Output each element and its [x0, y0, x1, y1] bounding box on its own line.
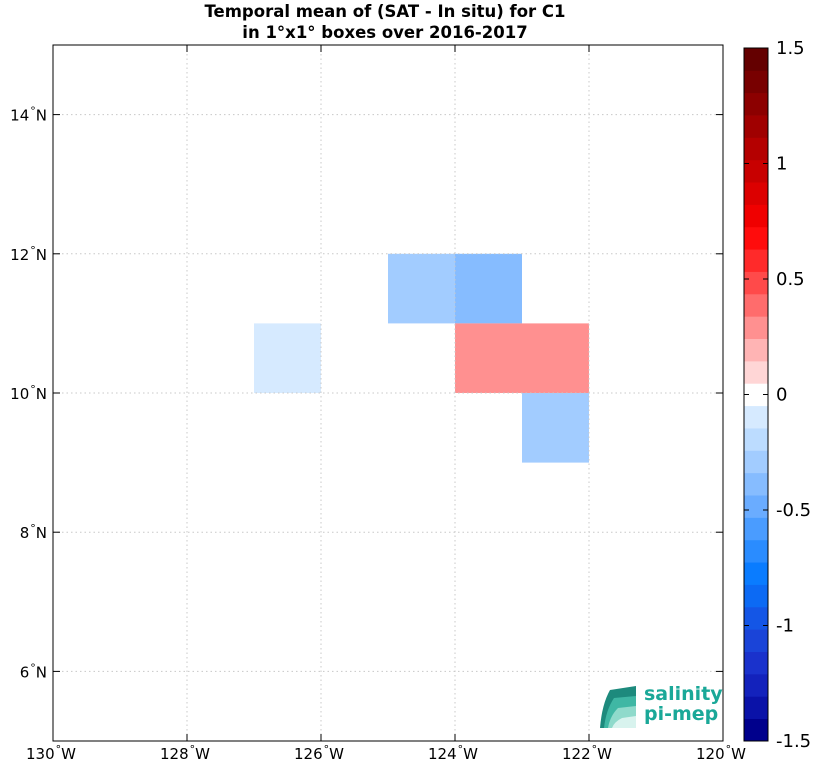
- data-cell-1: [455, 253, 522, 324]
- y-tick-label-4: 14°N: [10, 105, 47, 125]
- data-cell-4: [522, 323, 589, 393]
- x-tick-label-3: 124°W: [428, 743, 478, 763]
- x-tick-label-2: 126°W: [294, 743, 344, 763]
- colorbar-segment-19: [744, 293, 768, 317]
- colorbar-segment-15: [744, 383, 768, 407]
- colorbar-segment-16: [744, 360, 768, 384]
- data-cell-2: [254, 323, 321, 393]
- x-tick-label-0: 130°W: [26, 743, 76, 763]
- y-tick-label-3: 12°N: [10, 244, 47, 264]
- logo-line-1: salinity: [644, 683, 723, 705]
- wave-logo-icon: [600, 686, 636, 728]
- colorbar-tick-label-0: 1.5: [776, 38, 805, 59]
- colorbar-segment-30: [744, 48, 768, 71]
- colorbar-segment-24: [744, 182, 768, 205]
- colorbar-segment-10: [744, 495, 768, 518]
- colorbar-segment-4: [744, 629, 768, 652]
- colorbar-tick-label-1: 1: [776, 154, 787, 175]
- colorbar-segment-27: [744, 115, 768, 138]
- colorbar-segment-6: [744, 584, 768, 608]
- logo-line-2: pi-mep: [644, 703, 719, 725]
- colorbar-tick-label-2: 0.5: [776, 269, 805, 290]
- map-title: Temporal mean of (SAT - In situ) for C1 …: [0, 1, 770, 43]
- colorbar-segment-21: [744, 249, 768, 272]
- colorbar-segment-12: [744, 450, 768, 474]
- x-tick-label-5: 120°W: [696, 743, 746, 763]
- colorbar-segment-14: [744, 405, 768, 429]
- salinity-pimep-logo: salinity pi-mep: [596, 684, 726, 730]
- colorbar-segment-7: [744, 562, 768, 585]
- colorbar-segment-1: [744, 696, 768, 720]
- colorbar-segment-18: [744, 316, 768, 340]
- data-cell-5: [522, 393, 589, 463]
- colorbar-segment-23: [744, 204, 768, 228]
- data-cell-3: [455, 323, 522, 393]
- colorbar-segment-11: [744, 472, 768, 496]
- colorbar-segment-20: [744, 271, 768, 295]
- x-tick-label-1: 128°W: [160, 743, 210, 763]
- colorbar-segment-22: [744, 226, 768, 250]
- title-line-2: in 1°x1° boxes over 2016-2017: [242, 23, 528, 42]
- colorbar-tick-label-3: 0: [776, 385, 787, 406]
- colorbar-segment-8: [744, 539, 768, 563]
- colorbar-segment-13: [744, 428, 768, 451]
- y-tick-label-2: 10°N: [10, 383, 47, 403]
- colorbar-segment-26: [744, 137, 768, 161]
- colorbar-tick-label-6: -1.5: [776, 731, 811, 752]
- colorbar-segment-3: [744, 651, 768, 675]
- colorbar-segment-28: [744, 92, 768, 116]
- y-tick-label-0: 6°N: [20, 661, 47, 681]
- colorbar-tick-label-4: -0.5: [776, 500, 811, 521]
- data-cell-0: [388, 253, 455, 324]
- colorbar-segment-2: [744, 673, 768, 697]
- colorbar-segment-0: [744, 718, 768, 742]
- colorbar-segment-29: [744, 70, 768, 94]
- y-tick-label-1: 8°N: [20, 522, 47, 542]
- title-line-1: Temporal mean of (SAT - In situ) for C1: [204, 2, 566, 21]
- colorbar-segment-25: [744, 159, 768, 183]
- colorbar-segment-5: [744, 606, 768, 630]
- colorbar-tick-label-5: -1: [776, 616, 794, 637]
- colorbar-segment-9: [744, 517, 768, 541]
- x-tick-label-4: 122°W: [562, 743, 612, 763]
- colorbar-segment-17: [744, 338, 768, 362]
